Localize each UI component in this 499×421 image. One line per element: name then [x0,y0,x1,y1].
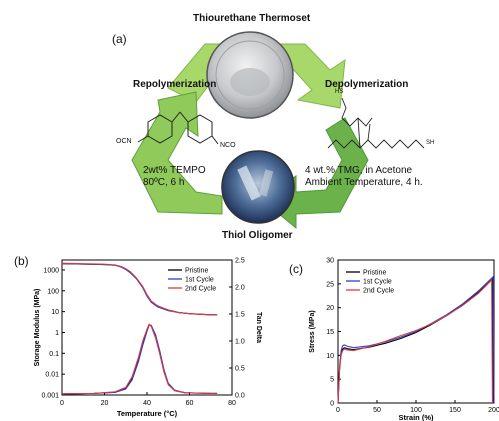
tensile-legend-label-pristine: Pristine [363,270,386,277]
dma-y2-tick-label: 1.5 [235,312,245,319]
dma-modulus-line-2nd-cycle [61,262,218,316]
dma-y2-tick-label: 1.0 [235,339,245,346]
dma-y-tick-label: 0.01 [45,372,59,379]
depoly-condition-2: Ambient Temperature, 4 h. [305,177,423,188]
tensile-y-tick-label: 30 [326,258,334,265]
tensile-y-axis-label: Stress (MPa) [309,310,316,352]
tensile-legend-label-1st-cycle: 1st Cycle [363,279,392,286]
tensile-x-tick-label: 150 [449,407,461,414]
tensile-x-tick-label: 50 [373,407,381,414]
depolymerization-title: Depolymerization [325,79,409,90]
thiol-molecule [327,97,425,149]
tensile-y-tick-label: 20 [326,305,334,312]
mol-label-nco: NCO [220,142,236,149]
thiol-oligomer-image [221,150,295,224]
dma-legend-label-2nd-cycle: 2nd Cycle [185,286,216,293]
tensile-legend-label-2nd-cycle: 2nd Cycle [363,288,394,295]
tensile-line-2nd-cycle [337,278,493,404]
dma-legend-label-pristine: Pristine [185,268,208,275]
tensile-line-1st-cycle [337,275,495,404]
repoly-condition-1: 2wt% TEMPO [143,165,206,176]
dma-y-tick-label: 0.001 [41,393,59,400]
dma-y-tick-label: 10 [51,309,59,316]
panel-c-label: (c) [289,262,303,276]
dma-y2-tick-label: 0.5 [235,366,245,373]
dma-y2-tick-label: 0.0 [235,393,245,400]
tensile-x-tick-label: 100 [410,407,422,414]
dma-x-tick-label: 60 [186,400,194,407]
tensile-x-tick-label: 200 [488,407,499,414]
mol-label-ocn: OCN [116,138,132,145]
recycle-arrow-left [131,91,223,215]
tensile-x-axis-label: Strain (%) [398,413,434,421]
dma-chart: 0 20 40 60 80 1000 100 10 1 0.1 0.01 0.001 0.0 0.5 1.0… [34,258,262,419]
dma-y2-tick-label: 2.0 [235,285,245,292]
schematic-graphic [131,31,425,230]
panel-b-label: (b) [14,254,29,268]
tensile-chart: 0 50 100 150 200 0 5 10 15 20 25 30 Strain (%) Stress… [309,258,499,421]
dma-tandelta-line-1st-cycle [61,324,218,395]
dma-legend-label-1st-cycle: 1st Cycle [185,277,214,284]
panel-a-label: (a) [112,32,127,46]
dma-y-axis-label: Storage Modulus (MPa) [34,289,41,367]
dma-y2-tick-label: 2.5 [235,258,245,265]
dma-y-tick-label: 0.1 [49,351,59,358]
tensile-y-tick-label: 15 [326,329,334,336]
dma-x-tick-label: 20 [101,400,109,407]
dma-x-tick-label: 80 [228,400,236,407]
mol-label-hs: HS [335,89,344,95]
oligomer-title: Thiol Oligomer [222,230,293,241]
dma-y2-axis-label: Tan Delta [255,312,262,343]
diisocyanate-molecule [137,111,219,145]
thermoset-title: Thiourethane Thermoset [193,13,311,24]
tensile-x-tick-label: 0 [336,407,340,414]
dma-y-tick-label: 1 [55,330,59,337]
repolymerization-title: Repolymerization [133,79,217,90]
dma-y-tick-label: 1000 [43,267,59,274]
tensile-y-tick-label: 25 [326,281,334,288]
tensile-y-tick-label: 5 [330,377,334,384]
dma-tandelta-line-2nd-cycle [61,323,218,395]
dma-x-axis-label: Temperature (°C) [117,409,178,418]
mol-label-sh: SH [426,140,435,146]
dma-x-tick-label: 40 [143,400,151,407]
tensile-y-tick-label: 0 [330,401,334,408]
tensile-y-tick-label: 10 [326,353,334,360]
repoly-condition-2: 80ºC, 6 h [143,177,185,188]
depoly-condition-1: 4 wt.% TMG, in Acetone [305,165,413,176]
dma-y-tick-label: 100 [47,288,59,295]
dma-x-tick-label: 0 [60,400,64,407]
